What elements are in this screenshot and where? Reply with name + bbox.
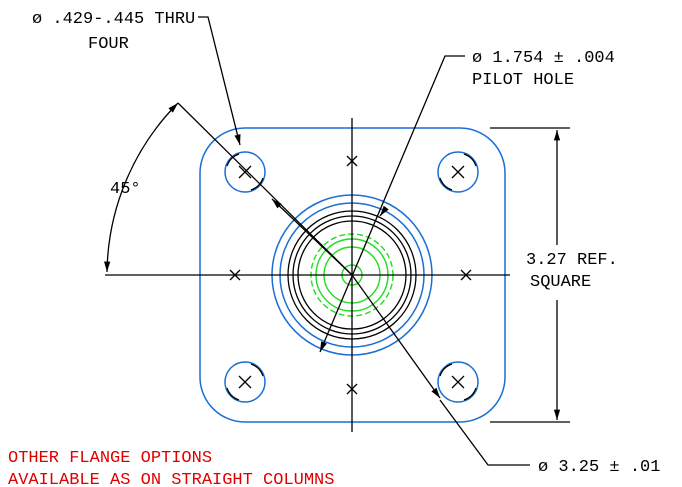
note: AVAILABLE AS ON STRAIGHT COLUMNS [8,471,334,487]
bolt-circle: ø 3.25 ± .01 [538,458,660,477]
hole-spec: ø .429-.445 THRU [32,10,195,29]
holes [224,151,479,403]
note: OTHER FLANGE OPTIONS [8,449,212,468]
pilot-name: PILOT HOLE [472,71,574,90]
pilot-spec: ø 1.754 ± .004 [472,49,615,68]
hole-count: FOUR [88,35,129,54]
square-dim: 3.27 REF. [526,251,618,270]
angle: 45° [110,180,141,199]
square-word: SQUARE [530,273,591,292]
dimensions [104,16,570,466]
center-lines [105,102,510,432]
